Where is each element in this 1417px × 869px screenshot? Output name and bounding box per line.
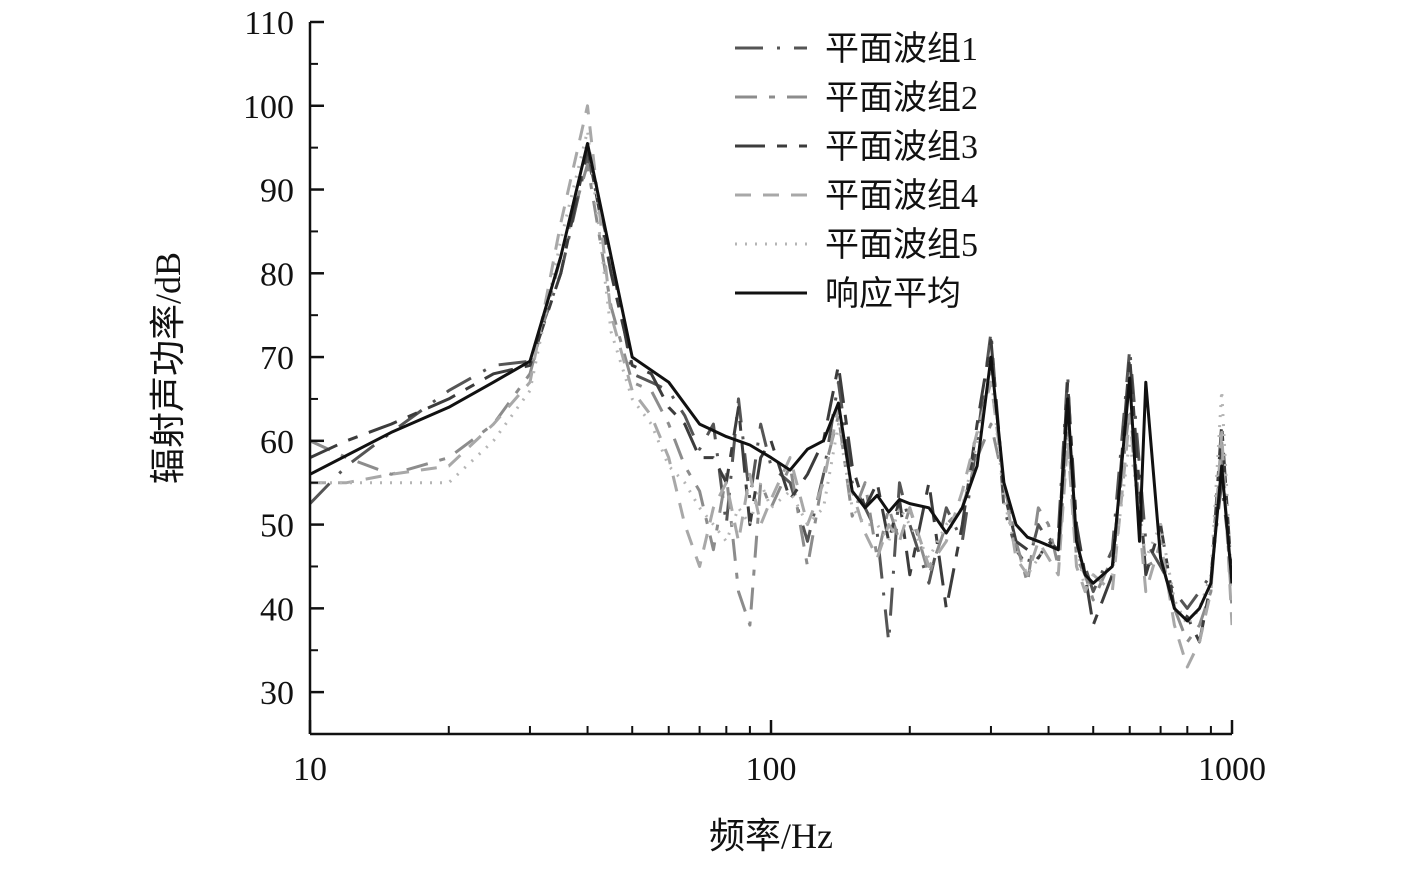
y-tick-label: 50 [260, 508, 294, 545]
series-line-6 [310, 142, 1232, 623]
y-tick-label: 60 [260, 424, 294, 461]
y-tick-label: 30 [260, 675, 294, 712]
legend-label-2: 平面波组2 [825, 79, 978, 117]
legend-label-3: 平面波组3 [825, 128, 978, 166]
legend-label-6: 响应平均 [825, 275, 961, 313]
legend-label-4: 平面波组4 [825, 177, 978, 215]
series-line-3 [310, 146, 1232, 644]
y-tick-label: 80 [260, 256, 294, 293]
y-tick-label: 100 [243, 89, 294, 126]
x-tick-label: 1000 [1198, 751, 1266, 788]
series-line-2 [310, 162, 1232, 644]
legend: 平面波组1 平面波组2 平面波组3 平面波组4 平面波组5 响应平均 [735, 30, 978, 313]
tick-labels: 30 40 50 60 70 80 90 100 110 10 100 1000 [243, 5, 1266, 788]
x-tick-label: 100 [746, 751, 797, 788]
x-tick-label: 10 [293, 751, 327, 788]
legend-label-5: 平面波组5 [825, 226, 978, 264]
y-axis-title: 辐射声功率/dB [148, 252, 188, 484]
x-axis-title: 频率/Hz [709, 816, 833, 856]
y-tick-label: 90 [260, 173, 294, 210]
series-layer [310, 104, 1232, 669]
series-line-4 [310, 104, 1232, 669]
y-tick-label: 40 [260, 591, 294, 628]
axes [308, 20, 1234, 736]
legend-label-1: 平面波组1 [825, 30, 978, 68]
series-line-1 [310, 154, 1232, 644]
y-tick-label: 110 [244, 5, 294, 42]
series-line-5 [310, 129, 1232, 627]
y-tick-label: 70 [260, 340, 294, 377]
